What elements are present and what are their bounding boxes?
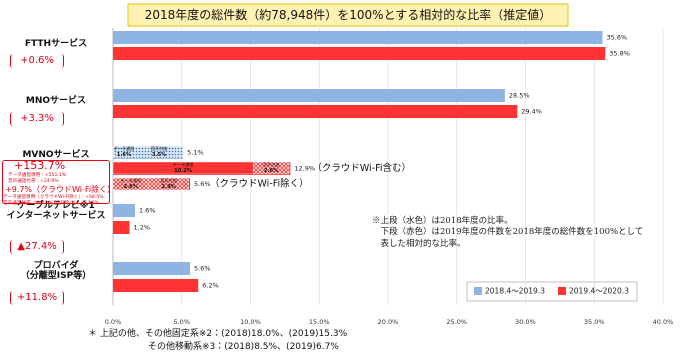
- change-label: ▲27.4%: [10, 240, 64, 254]
- value-label: 12.9%: [294, 165, 315, 173]
- value-label: 5.6%: [194, 180, 211, 188]
- segment-name: 音声付加: [160, 177, 177, 184]
- category-label: MVNOサービス: [22, 150, 90, 160]
- segment-name: 音声付加: [263, 161, 280, 168]
- change-note: データ通信専用（クラウドWi-Fi除く）：+68.5%: [3, 195, 104, 200]
- change-label: +153.7%: [14, 159, 66, 172]
- title-box: [127, 3, 569, 27]
- annotation: ※上段（水色）は2018年度の比率。 下段（赤色）は2019年度の件数を2018…: [372, 216, 644, 249]
- legend-swatch: [558, 287, 566, 295]
- change-label: +9.7%（クラウドWi-Fi除く）: [5, 185, 116, 194]
- category-label: プロバイダ （分離型ISP等）: [20, 261, 92, 282]
- x-tick-label: 15.0%: [309, 318, 330, 326]
- x-tick-label: 25.0%: [446, 318, 467, 326]
- value-label: 1.2%: [134, 224, 151, 232]
- change-label: +0.6%: [10, 54, 64, 68]
- bar: [113, 105, 518, 118]
- bar-note: （クラウドWi-Fi除く）: [210, 178, 309, 190]
- bar: [113, 89, 505, 102]
- change-note: データ通信専用：+551.1%: [8, 173, 67, 178]
- x-tick-label: 30.0%: [515, 318, 536, 326]
- segment-name: データ通信: [173, 161, 195, 168]
- x-tick-label: 5.0%: [173, 318, 190, 326]
- x-tick-label: 20.0%: [378, 318, 399, 326]
- value-label: 35.8%: [609, 50, 630, 58]
- bar: [113, 204, 135, 217]
- legend-label: 2019.4～2020.3: [569, 287, 629, 296]
- bar: [113, 262, 190, 275]
- bar-segment: [253, 161, 290, 175]
- bar: [113, 31, 603, 44]
- segment-name: 音声付加: [151, 145, 168, 152]
- x-tick-label: 10.0%: [240, 318, 261, 326]
- bar: [113, 47, 606, 60]
- segment-label: 2.6%: [124, 184, 139, 190]
- value-label: 35.6%: [607, 34, 628, 42]
- value-label: 29.4%: [521, 108, 542, 116]
- value-label: 5.1%: [187, 149, 204, 157]
- category-label: FTTHサービス: [24, 39, 88, 49]
- mvno-change-box: [2, 160, 110, 204]
- bar: [113, 221, 130, 234]
- segment-label: 2.6%: [264, 168, 279, 174]
- x-tick-label: 0.0%: [105, 318, 122, 326]
- change-label: +3.3%: [10, 112, 64, 126]
- category-label: MNOサービス: [25, 96, 87, 106]
- bar-segment: [134, 145, 184, 159]
- change-note: 音声通話付帯：+24.9%: [8, 179, 59, 184]
- value-label: 28.5%: [509, 92, 530, 100]
- value-label: 1.6%: [139, 207, 156, 215]
- chart-title: 2018年度の総件数（約78,948件）を100%とする相対的な比率（推定値）: [145, 7, 551, 22]
- segment-label: 1.6%: [117, 152, 132, 158]
- x-tick-label: 40.0%: [653, 318, 674, 326]
- value-label: 5.6%: [194, 265, 211, 273]
- footnote: ＊ 上記の他、その他固定系※2：(2018)18.0%、(2019)15.3%: [88, 329, 348, 339]
- category-label: ケーブルテレビ※1 インターネットサービス: [6, 201, 106, 222]
- segment-label: 10.2%: [174, 168, 193, 174]
- change-note: 音声通話付帯（クラウドWi-Fi除く）：+13.9%: [3, 200, 100, 206]
- bar: [113, 279, 199, 292]
- x-tick-label: 35.0%: [584, 318, 605, 326]
- value-label: 6.2%: [202, 282, 219, 290]
- bar-note: （クラウドWi-Fi含む）: [312, 162, 411, 174]
- segment-name: データ通信: [114, 145, 136, 152]
- bar-segment: [148, 177, 189, 191]
- segment-name: データ通信: [120, 177, 142, 184]
- segment-label: 3.5%: [152, 152, 167, 158]
- legend-swatch: [474, 287, 482, 295]
- change-label: +11.8%: [10, 291, 64, 305]
- legend-label: 2018.4～2019.3: [485, 287, 545, 296]
- footnote: その他移動系※3：(2018)8.5%、(2019)6.7%: [148, 342, 339, 352]
- segment-label: 2.9%: [161, 184, 176, 190]
